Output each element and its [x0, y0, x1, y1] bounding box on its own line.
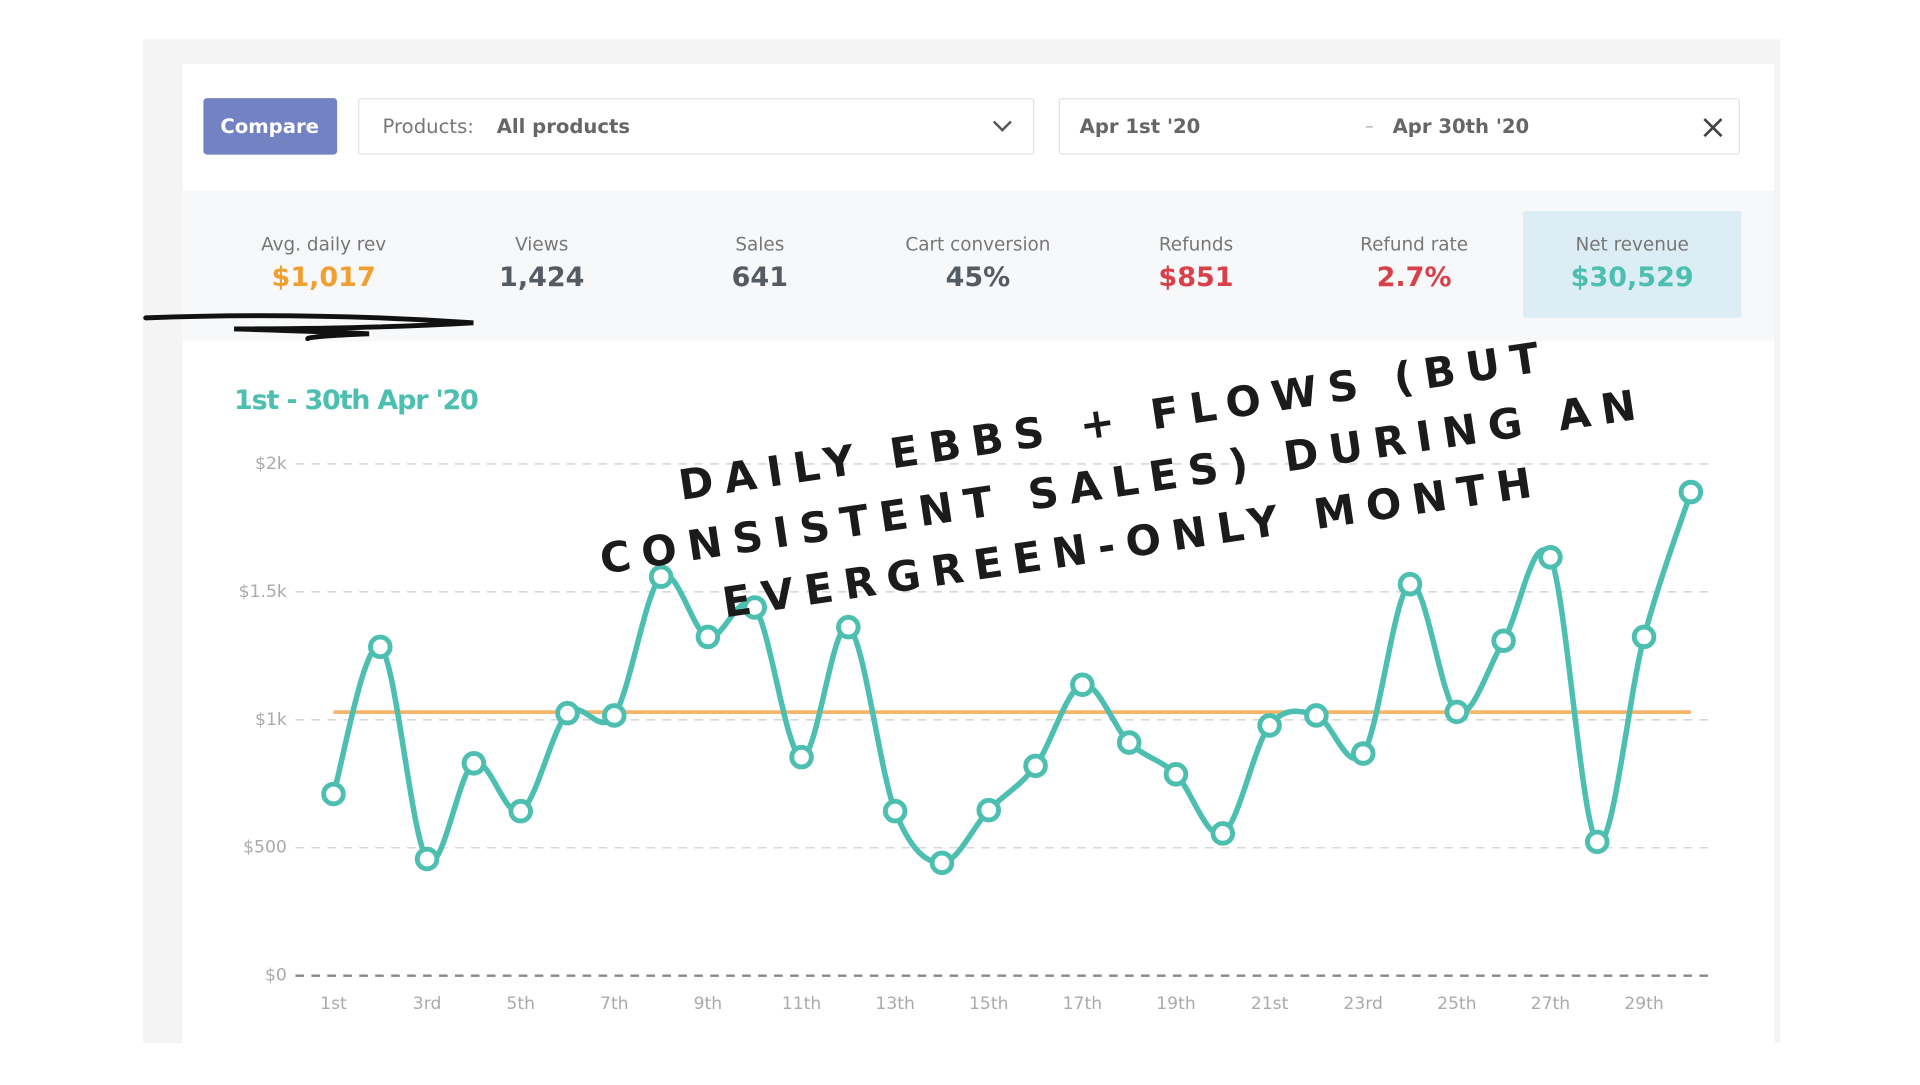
- scribble: [143, 313, 474, 342]
- data-point: [1631, 624, 1657, 650]
- data-point: [1210, 821, 1236, 846]
- data-point: [414, 846, 440, 872]
- compare-label: Compare: [220, 115, 319, 138]
- data-point: [929, 850, 955, 876]
- x-tick-label: 15th: [969, 994, 1008, 1014]
- y-tick-label: $500: [243, 838, 287, 858]
- stat-value: 2.7%: [1377, 262, 1452, 293]
- stat-value: 1,424: [499, 262, 584, 293]
- stats-bar: [182, 190, 1775, 342]
- y-tick-label: $1.5k: [239, 582, 287, 602]
- x-tick-label: 9th: [694, 994, 723, 1014]
- stat-value: $851: [1158, 262, 1233, 293]
- data-point: [1257, 713, 1282, 738]
- products-label: Products:: [383, 115, 474, 138]
- stat-label: Sales: [735, 234, 784, 255]
- stat-label: Avg. daily rev: [261, 234, 386, 255]
- data-point: [555, 700, 580, 726]
- plot: $0 $500 $1k $1.5k $2k 1st 3rd 5th 7th 9th 11th 13th…: [239, 454, 1713, 1014]
- stat-label: Views: [515, 234, 568, 255]
- products-dropdown[interactable]: [358, 98, 1035, 155]
- date-range[interactable]: [1058, 98, 1740, 155]
- data-point: [976, 797, 1002, 823]
- x-tick-label: 11th: [782, 994, 821, 1014]
- stat-label: Refund rate: [1360, 234, 1468, 255]
- x-tick-label: 17th: [1063, 994, 1102, 1014]
- data-point: [742, 595, 768, 620]
- chevron-icon: [992, 120, 1012, 132]
- data-point: [368, 634, 393, 660]
- data-point: [321, 781, 346, 807]
- data-point: [1538, 545, 1563, 570]
- data-point: [508, 798, 533, 824]
- x-tick-label: 29th: [1624, 994, 1663, 1014]
- stat-value: 641: [732, 262, 788, 293]
- compare-button[interactable]: [203, 98, 338, 155]
- data-point: [1023, 753, 1048, 779]
- x-tick-label: 13th: [875, 994, 914, 1014]
- x-tick-label: 3rd: [413, 994, 442, 1014]
- data-point: [1584, 829, 1610, 855]
- data-point: [882, 798, 908, 824]
- x-tick-label: 23rd: [1343, 994, 1383, 1014]
- y-tick-label: $2k: [255, 454, 287, 474]
- data-point: [789, 744, 814, 770]
- data-point: [695, 624, 721, 650]
- x-tick-label: 19th: [1156, 994, 1195, 1014]
- data-point: [461, 751, 487, 776]
- x-tick-label: 25th: [1437, 994, 1476, 1014]
- y-tick-label: $0: [265, 966, 287, 986]
- stat-highlight: [1522, 211, 1742, 318]
- chart-title: 1st - 30th Apr '20: [234, 385, 478, 416]
- data-point: [1444, 699, 1470, 725]
- x-tick-label: 27th: [1531, 994, 1570, 1014]
- close-icon[interactable]: [1703, 118, 1723, 138]
- data-point: [1678, 479, 1704, 505]
- stat-value: 45%: [946, 262, 1011, 293]
- y-tick-label: $1k: [255, 710, 287, 730]
- data-point: [1350, 741, 1376, 766]
- date-end: Apr 30th '20: [1393, 115, 1530, 138]
- stat-value: $1,017: [272, 262, 376, 293]
- stat-value: $30,529: [1571, 262, 1694, 293]
- x-tick-label: 5th: [506, 994, 535, 1014]
- x-tick-label: 21st: [1251, 994, 1289, 1014]
- data-point: [1397, 571, 1423, 597]
- data-point: [1070, 672, 1095, 698]
- products-value: All products: [497, 115, 630, 138]
- data-point: [1163, 762, 1189, 787]
- date-separator: –: [1365, 116, 1374, 136]
- data-point: [1491, 628, 1516, 653]
- stats: Avg. daily rev $1,017 Views 1,424 Sales 641 Ca…: [261, 211, 1742, 318]
- stat-label: Net revenue: [1575, 234, 1688, 255]
- x-tick-label: 1st: [320, 994, 347, 1014]
- date-start: Apr 1st '20: [1080, 115, 1201, 138]
- data-point: [1116, 730, 1142, 755]
- data-point: [648, 564, 674, 590]
- data-point: [602, 703, 627, 728]
- stat-label: Refunds: [1159, 234, 1233, 255]
- x-tick-label: 7th: [600, 994, 629, 1014]
- data-point: [836, 614, 861, 640]
- stat-label: Cart conversion: [905, 234, 1050, 255]
- data-point: [1304, 703, 1329, 728]
